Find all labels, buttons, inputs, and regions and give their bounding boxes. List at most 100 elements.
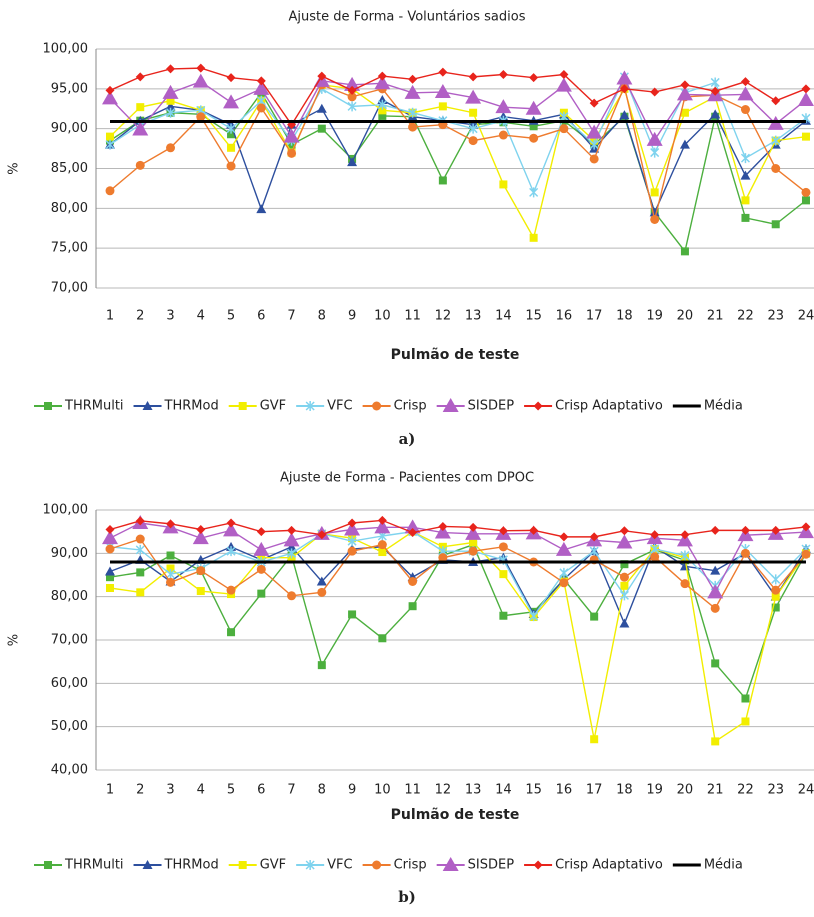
y-tick-label: 100,00 [43, 42, 89, 57]
point [711, 659, 720, 668]
x-tick-label: 3 [166, 309, 174, 324]
point [771, 525, 781, 535]
point [801, 187, 811, 197]
x-tick-label: 9 [348, 309, 356, 324]
point [135, 160, 145, 170]
point [106, 573, 114, 582]
x-tick-label: 7 [287, 783, 295, 798]
x-tick-label: 19 [646, 783, 663, 798]
point [710, 525, 720, 535]
point [253, 541, 270, 556]
point [529, 122, 538, 131]
point [344, 521, 361, 536]
y-axis-title: % [7, 634, 22, 646]
point [105, 85, 115, 95]
point [377, 99, 387, 110]
point [196, 566, 206, 576]
y-tick-label: 80,00 [51, 201, 88, 216]
point [680, 530, 690, 540]
x-tick-label: 23 [767, 309, 784, 324]
point [559, 69, 569, 79]
point [676, 86, 693, 101]
x-tick-label: 10 [374, 309, 391, 324]
x-tick-label: 10 [374, 783, 391, 798]
point [226, 73, 236, 83]
point [102, 530, 118, 545]
x-tick-label: 12 [435, 783, 452, 798]
point [468, 72, 478, 82]
y-tick-label: 80,00 [51, 589, 88, 604]
point [559, 578, 569, 588]
point [649, 207, 660, 217]
point [136, 588, 145, 597]
point [465, 525, 482, 540]
y-axis-title: % [7, 162, 22, 174]
point [555, 77, 572, 92]
point [162, 84, 179, 99]
point [499, 611, 508, 620]
x-tick-label: 18 [616, 309, 633, 324]
point [650, 188, 659, 197]
point [256, 204, 267, 214]
point [257, 589, 266, 598]
point [105, 186, 115, 196]
point [165, 101, 176, 111]
series-line [109, 545, 807, 626]
x-tick-label: 20 [677, 783, 694, 798]
series-line [109, 67, 807, 126]
legend-label: THRMod [164, 399, 219, 414]
x-tick-label: 21 [707, 309, 724, 324]
point [344, 76, 361, 91]
point [740, 548, 750, 558]
point [801, 132, 810, 141]
x-tick-label: 24 [798, 783, 814, 798]
point [317, 661, 326, 670]
point [529, 611, 539, 622]
legend-label: Média [704, 858, 743, 873]
x-tick-label: 21 [707, 783, 724, 798]
point [797, 91, 814, 106]
point [586, 124, 603, 139]
point [619, 572, 629, 582]
point [434, 524, 451, 539]
point [347, 157, 358, 167]
point [707, 584, 724, 599]
series-line [109, 75, 807, 195]
point [317, 587, 327, 597]
point [680, 247, 689, 256]
point [589, 98, 599, 108]
point [710, 603, 720, 613]
point [316, 103, 327, 113]
point [136, 568, 145, 577]
x-tick-label: 4 [197, 309, 205, 324]
point [529, 133, 539, 143]
point [771, 592, 780, 601]
point [710, 86, 720, 96]
legend-label: Crisp Adaptativo [555, 399, 663, 414]
point [740, 153, 750, 164]
legend-label: SISDEP [468, 858, 515, 873]
point [377, 71, 387, 81]
chart-title: Ajuste de Forma - Voluntários sadios [289, 10, 526, 25]
point [650, 214, 660, 224]
point [135, 72, 145, 82]
point [710, 565, 721, 575]
x-axis-title: Pulmão de teste [391, 347, 520, 363]
point [619, 110, 630, 120]
x-tick-label: 7 [287, 309, 295, 324]
chart-title: Ajuste de Forma - Pacientes com DPOC [280, 471, 534, 486]
point [650, 87, 660, 97]
legend-label: Crisp [394, 399, 427, 414]
point [102, 90, 118, 105]
legend-label: GVF [260, 399, 286, 414]
point [283, 532, 300, 547]
point [711, 737, 720, 746]
point [680, 80, 690, 90]
point [256, 527, 266, 537]
y-tick-label: 85,00 [51, 161, 88, 176]
point [105, 139, 115, 150]
point [529, 73, 539, 83]
point [559, 124, 569, 134]
y-tick-label: 75,00 [51, 241, 88, 256]
point [135, 544, 145, 555]
